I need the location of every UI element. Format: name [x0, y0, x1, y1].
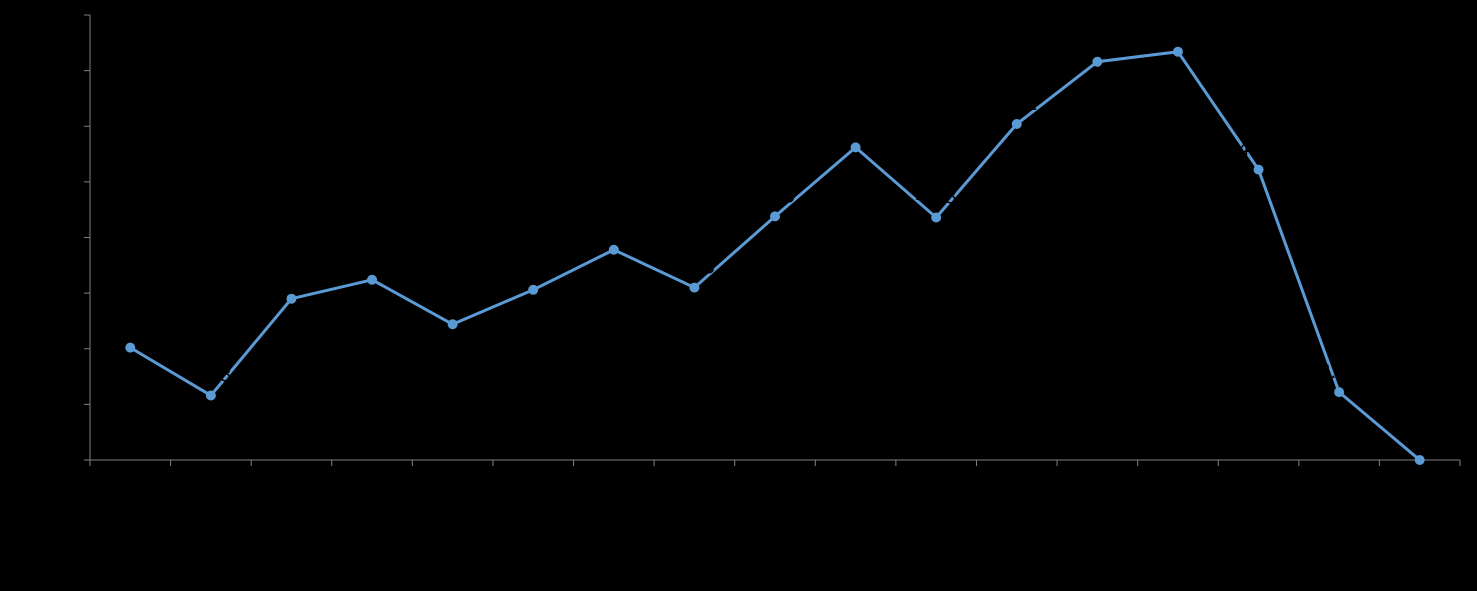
data-point [1012, 119, 1022, 129]
data-label: 3.22 [432, 292, 473, 315]
data-label: 3.45 [271, 267, 312, 290]
data-label: 3.01 [110, 316, 151, 339]
y-tick-label: 5 [68, 115, 78, 135]
data-point [125, 343, 135, 353]
line-chart: 22.533.544.555.562022/8/92022/8/162022/8… [0, 0, 1477, 591]
data-point [1254, 165, 1264, 175]
data-label: 2.58 [190, 363, 231, 386]
data-label: 5.58 [1077, 30, 1118, 53]
data-label: 4.19 [755, 184, 796, 207]
x-tick-label: 2022/10/25 [951, 472, 1029, 550]
y-tick-label: 4 [68, 226, 78, 246]
data-point [851, 142, 861, 152]
data-point [1092, 57, 1102, 67]
data-label: 4.81 [835, 115, 876, 138]
x-tick-label: 2022/8/23 [233, 472, 304, 543]
x-tick-label: 2022/9/13 [474, 472, 545, 543]
x-tick-label: 2022/8/16 [152, 472, 223, 543]
x-tick-label: 2022/10/18 [870, 472, 948, 550]
x-tick-label: 2022/11/15 [1193, 472, 1270, 549]
data-point [609, 245, 619, 255]
y-tick-label: 5.5 [53, 59, 78, 79]
data-label: 5.02 [996, 92, 1037, 115]
y-tick-label: 6 [68, 4, 78, 24]
data-point [206, 390, 216, 400]
data-label: 4.61 [1238, 138, 1279, 161]
y-tick-label: 4.5 [53, 171, 78, 191]
data-point [286, 294, 296, 304]
data-label: 3.55 [674, 256, 715, 279]
data-label: 3.53 [513, 258, 554, 281]
series-line [130, 52, 1419, 460]
data-point [448, 319, 458, 329]
x-tick-label: 2022/9/20 [555, 472, 626, 543]
data-point [689, 283, 699, 293]
data-point [770, 211, 780, 221]
x-tick-label: 2022/8/9 [78, 472, 142, 536]
data-label: 2.61 [1319, 360, 1360, 383]
y-tick-label: 3 [68, 338, 78, 358]
x-tick-label: 2022/10/11 [791, 472, 868, 549]
data-label: 3.89 [593, 218, 634, 241]
x-tick-label: 2022/9/27 [636, 472, 707, 543]
x-tick-label: 2022/11/8 [1120, 472, 1190, 542]
data-label: 5.67 [1158, 20, 1199, 43]
data-point [931, 212, 941, 222]
data-label: 3.62 [352, 248, 393, 271]
data-point [1173, 47, 1183, 57]
data-point [1415, 455, 1425, 465]
y-tick-label: 3.5 [53, 282, 78, 302]
x-tick-label: 2022/9/6 [401, 472, 465, 536]
y-tick-label: 2 [68, 449, 78, 469]
data-point [367, 275, 377, 285]
x-tick-label: 2022/11/29 [1355, 472, 1432, 549]
data-point [1334, 387, 1344, 397]
x-tick-label: 2022/8/30 [313, 472, 384, 543]
y-tick-label: 2.5 [53, 393, 78, 413]
x-tick-label: 2022/11/22 [1274, 472, 1351, 549]
data-point [528, 285, 538, 295]
data-label: 4.18 [916, 185, 957, 208]
x-tick-label: 2022/11/1 [1039, 472, 1109, 542]
chart-svg: 22.533.544.555.562022/8/92022/8/162022/8… [0, 0, 1477, 591]
x-tick-label: 2022/10/4 [716, 472, 787, 543]
